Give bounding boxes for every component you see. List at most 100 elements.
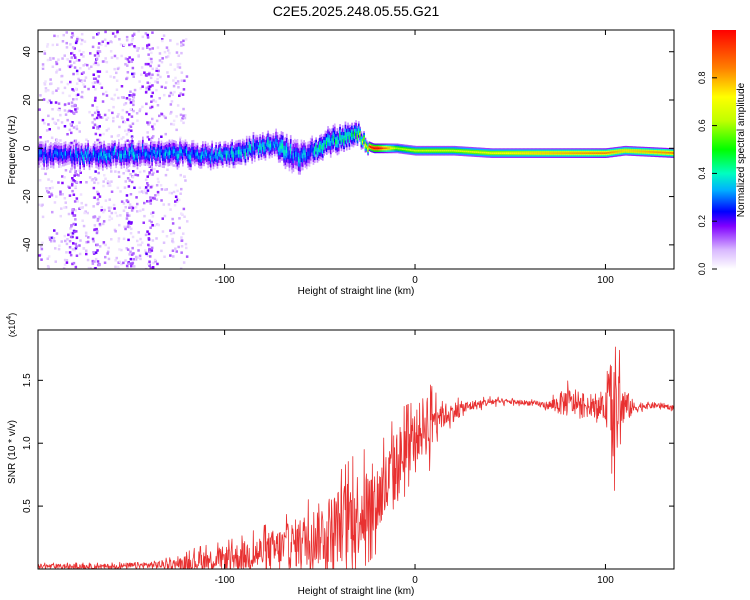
spectrogram-speckle xyxy=(138,142,141,145)
spectrogram-speckle xyxy=(43,122,46,125)
spectrogram-speckle xyxy=(94,251,98,254)
spectrogram-speckle xyxy=(146,254,150,257)
spectrogram-speckle xyxy=(144,32,148,35)
spectrogram-cell xyxy=(539,152,541,154)
spectrogram-cell xyxy=(265,142,268,147)
spectrogram-speckle xyxy=(56,108,60,111)
spectrogram-speckle xyxy=(63,197,67,200)
spectrogram-cell xyxy=(62,154,64,159)
spectrogram-speckle xyxy=(146,175,149,178)
spectrogram-cell xyxy=(509,152,512,154)
spectrogram-cell xyxy=(38,152,40,158)
spectrogram-speckle xyxy=(115,88,119,91)
spectrogram-cell xyxy=(70,151,72,156)
spectrogram-cell xyxy=(344,132,347,137)
snr-multiplier-exp: 4 xyxy=(6,316,13,320)
spectrogram-cell xyxy=(608,151,611,154)
spectrogram-cell xyxy=(94,150,96,155)
spectrogram-cell xyxy=(400,148,403,150)
spectrogram-cell xyxy=(127,154,129,159)
spectrogram-cell xyxy=(417,149,420,152)
spectrogram-speckle xyxy=(133,88,137,92)
spectrogram-speckle xyxy=(86,258,90,262)
spectrogram-cell xyxy=(331,138,333,143)
spectrogram-speckle xyxy=(68,60,72,63)
spectrogram-speckle xyxy=(180,187,183,191)
spectrogram-cell xyxy=(240,151,243,156)
spectrogram-speckle xyxy=(117,170,121,174)
spectrogram-speckle xyxy=(136,202,139,206)
spectrogram-cell xyxy=(43,155,45,160)
spectrogram-speckle xyxy=(49,56,52,60)
spectrogram-speckle xyxy=(130,115,134,118)
spectrogram-cell xyxy=(271,144,273,149)
spectrogram-speckle xyxy=(44,90,48,93)
spectrogram-speckle xyxy=(163,50,167,54)
spectrogram-speckle xyxy=(129,101,133,104)
spectrogram-cell xyxy=(393,147,396,150)
spectrogram-speckle xyxy=(74,265,78,269)
spectrogram-speckle xyxy=(146,182,149,185)
spectrogram-speckle xyxy=(144,62,148,66)
spectrogram-speckle xyxy=(161,57,164,60)
spectrogram-cell xyxy=(325,140,328,145)
spectrogram-speckle xyxy=(150,220,153,224)
spectrogram-speckle xyxy=(74,218,77,221)
spectrogram-speckle xyxy=(81,206,84,209)
spectrogram-speckle xyxy=(129,193,133,196)
spectrogram-cell xyxy=(108,153,111,158)
spectrogram-speckle xyxy=(106,250,110,254)
spectrogram-speckle xyxy=(141,47,145,50)
spectrogram-speckle xyxy=(69,253,73,257)
spectrogram-cell xyxy=(525,152,528,154)
spectrogram-cell xyxy=(375,147,377,150)
spectrogram-speckle xyxy=(97,138,101,142)
spectrogram-speckle xyxy=(102,222,105,226)
spectrogram-cell xyxy=(592,152,595,154)
spectrogram-cell xyxy=(194,152,196,157)
spectrogram-cell xyxy=(280,143,283,149)
spectrogram-speckle xyxy=(166,55,170,58)
spectrogram-cell xyxy=(563,152,565,154)
spectrogram-speckle xyxy=(69,231,73,235)
spectrogram-cell xyxy=(52,153,55,159)
spectrogram-cell xyxy=(221,155,224,159)
spectrogram-speckle xyxy=(59,193,62,196)
spectrogram-speckle xyxy=(143,201,146,205)
spectrogram-speckle xyxy=(107,257,111,261)
spectrogram-speckle xyxy=(81,38,84,42)
spectrogram-cell xyxy=(572,152,575,154)
spectrogram-speckle xyxy=(50,236,54,240)
spectrogram-speckle xyxy=(59,190,62,193)
spectrogram-speckle xyxy=(50,180,53,183)
spectrogram-speckle xyxy=(71,208,74,211)
spectrogram-speckle xyxy=(150,136,154,140)
spectrogram-cell xyxy=(469,150,472,153)
spectrogram-speckle xyxy=(79,171,82,174)
spectrogram-cell xyxy=(195,152,197,157)
spectrogram-speckle xyxy=(63,109,67,112)
spectrogram-speckle xyxy=(86,63,89,67)
spectrogram-speckle xyxy=(55,60,58,64)
spectrogram-cell xyxy=(407,148,409,151)
spectrogram-speckle xyxy=(118,38,121,41)
spectrogram-speckle xyxy=(51,108,54,111)
spectrogram-cell xyxy=(303,150,305,155)
spectrogram-speckle xyxy=(150,95,153,98)
spectrogram-cell xyxy=(487,152,489,154)
spectrogram-speckle xyxy=(107,246,110,250)
spectrogram-speckle xyxy=(159,75,162,79)
spectrogram-speckle xyxy=(131,246,134,250)
spectrogram-speckle xyxy=(66,82,70,86)
spectrogram-speckle xyxy=(89,267,92,269)
spectrogram-cell xyxy=(576,152,579,154)
spectrogram-speckle xyxy=(132,103,135,107)
spectrogram-speckle xyxy=(151,267,155,269)
spectrogram-speckle xyxy=(41,67,45,70)
spectrogram-speckle xyxy=(113,54,117,58)
spectrogram-speckle xyxy=(151,91,154,95)
spectrogram-speckle xyxy=(146,36,150,39)
spectrogram-speckle xyxy=(80,53,83,56)
spectrogram-speckle xyxy=(97,171,100,175)
spectrogram-speckle xyxy=(96,138,99,142)
